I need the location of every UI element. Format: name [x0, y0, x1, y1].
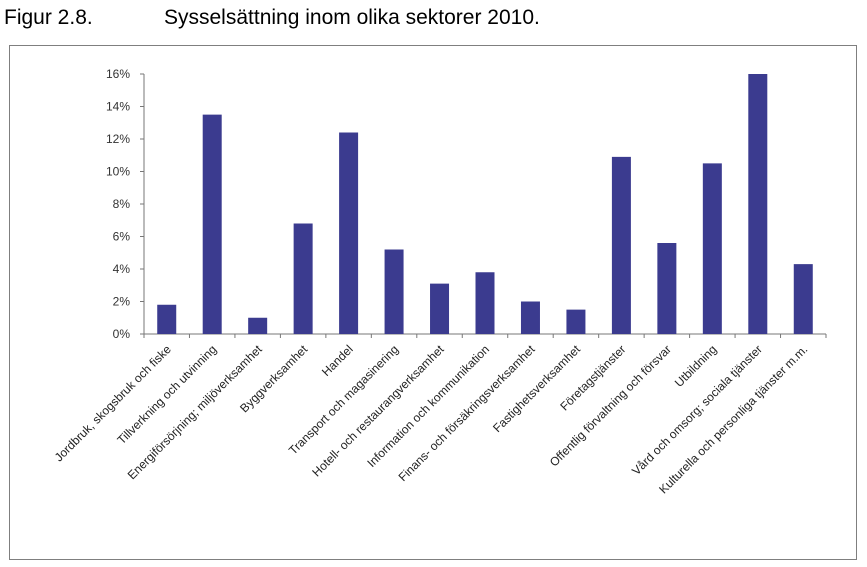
bar	[475, 272, 495, 334]
bar	[430, 283, 450, 334]
y-tick-label: 0%	[113, 327, 131, 341]
y-tick-label: 2%	[113, 295, 131, 309]
bar	[157, 304, 177, 334]
x-category-label: Utbildning	[672, 342, 720, 390]
y-tick-label: 10%	[106, 165, 130, 179]
x-category-label: Fastighetsverksamhet	[490, 342, 583, 435]
bar	[748, 74, 768, 334]
x-category-label: Handel	[319, 342, 356, 379]
figure-header: Figur 2.8. Sysselsättning inom olika sek…	[4, 6, 864, 36]
bar	[702, 163, 722, 334]
bar	[566, 309, 586, 334]
bar	[520, 301, 540, 334]
bar	[793, 264, 813, 334]
y-tick-label: 8%	[113, 197, 131, 211]
bar	[384, 249, 404, 334]
y-tick-label: 14%	[106, 100, 130, 114]
bar	[248, 317, 268, 334]
y-tick-label: 6%	[113, 230, 131, 244]
figure-title: Sysselsättning inom olika sektorer 2010.	[164, 6, 540, 29]
bar	[611, 156, 631, 334]
bar	[657, 243, 677, 334]
y-tick-label: 12%	[106, 132, 130, 146]
y-tick-label: 16%	[106, 67, 130, 81]
bar	[202, 114, 222, 334]
figure-number: Figur 2.8.	[4, 6, 93, 29]
bar	[339, 132, 359, 334]
bar	[293, 223, 313, 334]
y-tick-label: 4%	[113, 262, 131, 276]
